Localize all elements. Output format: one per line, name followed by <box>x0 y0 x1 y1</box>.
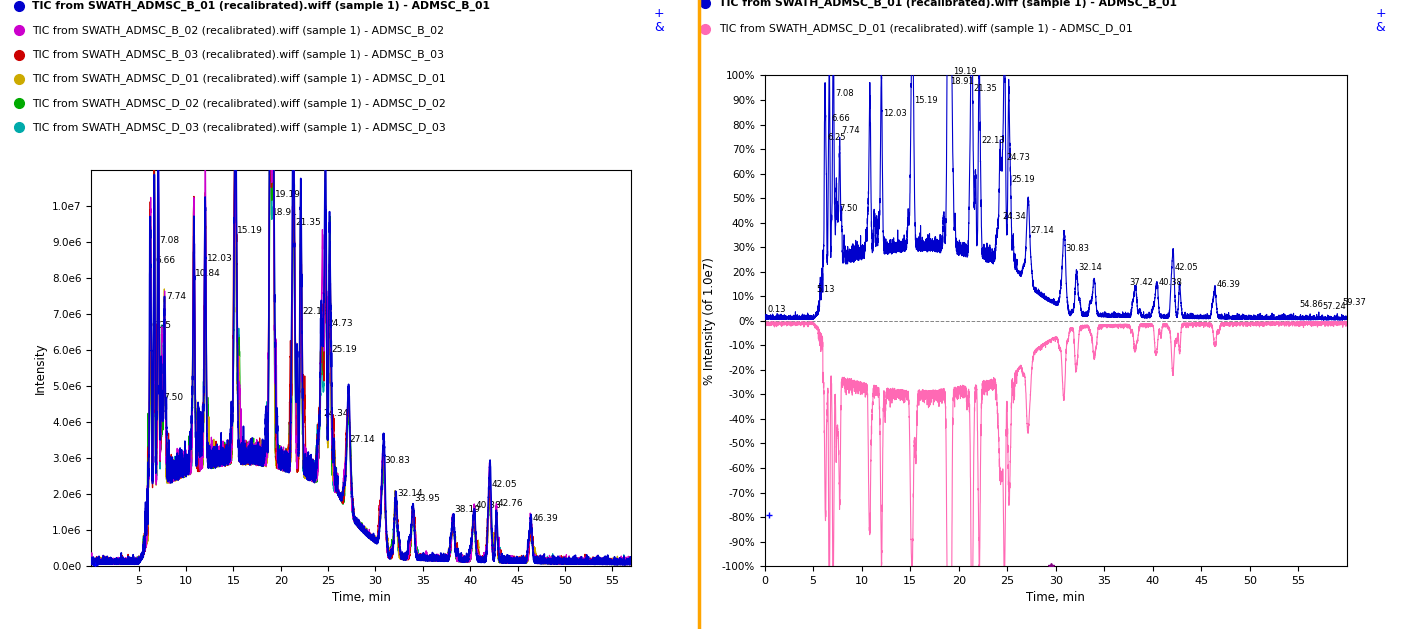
Text: 42.76: 42.76 <box>498 499 523 508</box>
Text: 12.03: 12.03 <box>884 109 908 118</box>
Text: 7.74: 7.74 <box>842 126 860 135</box>
Text: 32.14: 32.14 <box>1079 263 1103 272</box>
Text: 38.19: 38.19 <box>455 505 480 514</box>
Text: 30.83: 30.83 <box>1066 243 1090 253</box>
Text: 27.14: 27.14 <box>1030 226 1054 235</box>
Text: TIC from SWATH_ADMSC_D_01 (recalibrated).wiff (sample 1) - ADMSC_D_01: TIC from SWATH_ADMSC_D_01 (recalibrated)… <box>32 74 446 84</box>
Text: 19.19: 19.19 <box>953 67 976 76</box>
Text: 22.13: 22.13 <box>302 307 328 316</box>
Text: +: + <box>1375 8 1386 20</box>
Text: TIC from SWATH_ADMSC_B_02 (recalibrated).wiff (sample 1) - ADMSC_B_02: TIC from SWATH_ADMSC_B_02 (recalibrated)… <box>32 25 445 36</box>
Text: 33.95: 33.95 <box>414 494 441 503</box>
Y-axis label: Intensity: Intensity <box>34 342 46 394</box>
Text: &: & <box>1376 21 1385 33</box>
Text: 15.19: 15.19 <box>237 226 262 235</box>
Text: 37.42: 37.42 <box>1129 278 1153 287</box>
Text: 42.05: 42.05 <box>491 480 516 489</box>
Text: 7.08: 7.08 <box>835 89 854 98</box>
Text: 40.38: 40.38 <box>476 501 501 510</box>
Text: 24.73: 24.73 <box>1006 153 1030 162</box>
Text: TIC from SWATH_ADMSC_B_03 (recalibrated).wiff (sample 1) - ADMSC_B_03: TIC from SWATH_ADMSC_B_03 (recalibrated)… <box>32 49 445 60</box>
Text: 12.03: 12.03 <box>206 255 233 264</box>
Text: 46.39: 46.39 <box>532 514 558 523</box>
Text: 7.08: 7.08 <box>160 237 180 245</box>
Text: 10.84: 10.84 <box>195 269 222 278</box>
Text: 7.74: 7.74 <box>166 292 187 301</box>
Text: 6.25: 6.25 <box>828 133 846 142</box>
Text: 6.25: 6.25 <box>152 321 171 330</box>
Text: 18.91: 18.91 <box>272 208 297 216</box>
Text: TIC from SWATH_ADMSC_D_01 (recalibrated).wiff (sample 1) - ADMSC_D_01: TIC from SWATH_ADMSC_D_01 (recalibrated)… <box>718 23 1132 34</box>
Text: TIC from SWATH_ADMSC_B_01 (recalibrated).wiff (sample 1) - ADMSC_B_01: TIC from SWATH_ADMSC_B_01 (recalibrated)… <box>718 0 1177 8</box>
Text: 59.37: 59.37 <box>1343 298 1367 306</box>
Text: 5.13: 5.13 <box>817 286 835 294</box>
Text: 7.50: 7.50 <box>164 393 184 402</box>
Text: 42.05: 42.05 <box>1174 263 1198 272</box>
X-axis label: Time, min: Time, min <box>1027 591 1085 604</box>
Text: 15.19: 15.19 <box>913 96 937 106</box>
Text: 24.73: 24.73 <box>327 320 352 328</box>
Text: TIC from SWATH_ADMSC_D_02 (recalibrated).wiff (sample 1) - ADMSC_D_02: TIC from SWATH_ADMSC_D_02 (recalibrated)… <box>32 97 446 109</box>
Text: 46.39: 46.39 <box>1216 281 1240 289</box>
Text: &: & <box>655 21 664 33</box>
Text: +: + <box>654 8 665 20</box>
Text: TIC from SWATH_ADMSC_B_01 (recalibrated).wiff (sample 1) - ADMSC_B_01: TIC from SWATH_ADMSC_B_01 (recalibrated)… <box>32 1 491 11</box>
Text: 40.38: 40.38 <box>1159 278 1183 287</box>
Text: 57.24: 57.24 <box>1322 303 1345 311</box>
Text: TIC from SWATH_ADMSC_D_03 (recalibrated).wiff (sample 1) - ADMSC_D_03: TIC from SWATH_ADMSC_D_03 (recalibrated)… <box>32 122 446 133</box>
Text: 30.83: 30.83 <box>384 456 411 465</box>
Text: 54.86: 54.86 <box>1299 300 1323 309</box>
Text: 21.35: 21.35 <box>295 218 321 228</box>
Text: 21.35: 21.35 <box>974 84 998 93</box>
Text: 22.13: 22.13 <box>981 136 1005 145</box>
Y-axis label: % Intensity (of 1.0e7): % Intensity (of 1.0e7) <box>703 257 716 385</box>
Text: 6.66: 6.66 <box>156 256 175 265</box>
X-axis label: Time, min: Time, min <box>333 591 390 604</box>
Text: 6.66: 6.66 <box>831 114 850 123</box>
Text: 32.14: 32.14 <box>397 489 422 498</box>
Text: 18.91: 18.91 <box>950 77 974 86</box>
Text: 7.50: 7.50 <box>839 204 857 213</box>
Text: 24.34: 24.34 <box>323 409 349 418</box>
Text: 24.34: 24.34 <box>1003 212 1027 221</box>
Text: 0.13: 0.13 <box>767 305 786 314</box>
Text: 25.19: 25.19 <box>331 345 358 353</box>
Text: 19.19: 19.19 <box>275 190 300 199</box>
Text: 25.19: 25.19 <box>1012 175 1034 184</box>
Text: 27.14: 27.14 <box>349 435 376 443</box>
